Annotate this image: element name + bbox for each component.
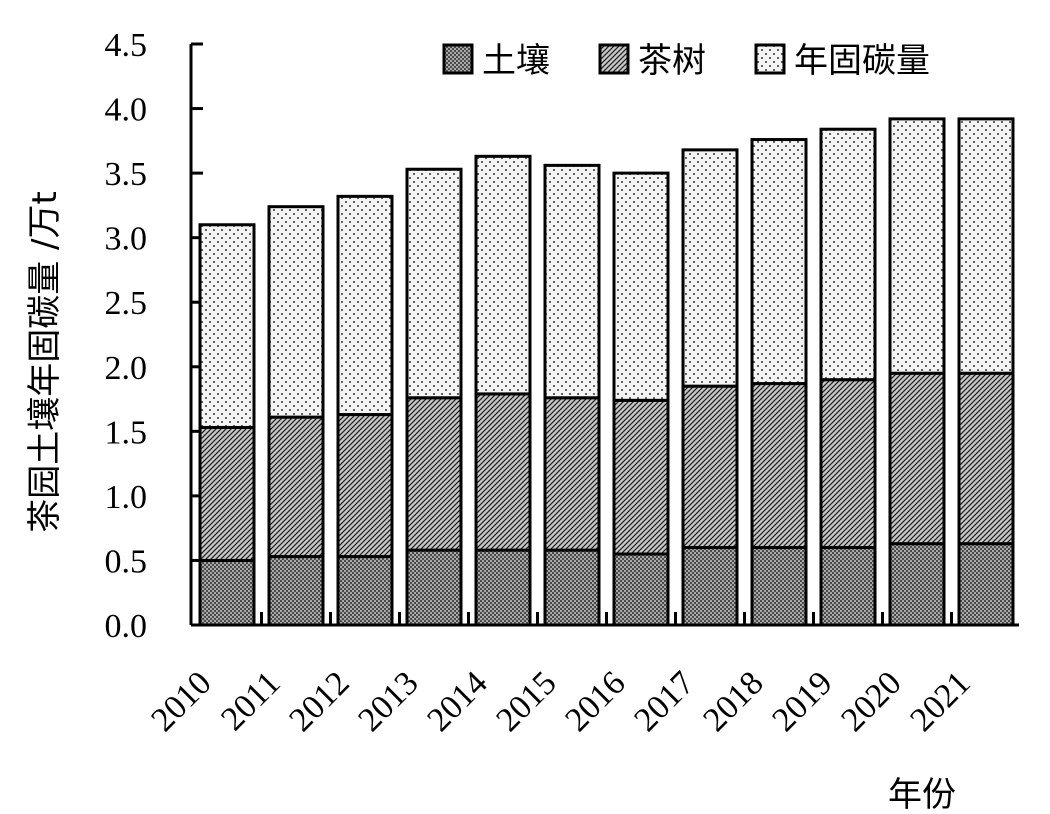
y-tick-label: 4.5: [105, 27, 148, 64]
bar-segment: [405, 548, 463, 627]
bar-segment: [405, 167, 463, 400]
bar-segment: [888, 542, 946, 627]
x-tick-label: 2021: [903, 664, 977, 738]
bar-segment: [336, 413, 394, 559]
y-tick-label: 1.5: [105, 414, 148, 451]
bar-segment: [681, 546, 739, 627]
y-tick-label: 0.0: [105, 608, 148, 645]
bar-segment: [336, 194, 394, 417]
bar-segment: [957, 371, 1015, 546]
bar-segment: [474, 154, 532, 396]
x-tick-label: 2019: [765, 664, 839, 738]
x-axis-ticks: 2010201120122013201420152016201720182019…: [144, 612, 978, 739]
legend-label: 茶树: [638, 41, 706, 81]
x-tick-label: 2011: [214, 664, 287, 737]
bar-segment: [198, 425, 256, 562]
y-axis-ticks: 0.0 0.5 1.0 1.5 2.0 2.5 3.0 3.5 4.0 4.5: [105, 27, 203, 645]
y-tick-label: 3.5: [105, 156, 148, 193]
bar-segment: [750, 546, 808, 627]
bar-segment: [474, 548, 532, 627]
bar-segment: [198, 558, 256, 627]
bar-segment: [405, 396, 463, 552]
bar-segment: [543, 163, 601, 400]
bar-segment: [681, 384, 739, 550]
y-tick-label: 2.5: [105, 285, 148, 322]
x-tick-label: 2020: [834, 664, 908, 738]
x-tick-label: 2014: [420, 664, 494, 738]
x-tick-label: 2016: [558, 664, 632, 738]
y-tick-label: 3.0: [105, 221, 148, 258]
legend-swatch: [442, 43, 474, 75]
bar-segment: [267, 415, 325, 559]
x-tick-label: 2017: [627, 664, 701, 738]
bar-segment: [750, 382, 808, 550]
bar-segment: [336, 555, 394, 627]
bar-segment: [543, 548, 601, 627]
legend: 土壤 茶树 年固碳量: [442, 41, 930, 81]
x-tick-label: 2013: [351, 664, 425, 738]
bar-segment: [612, 398, 670, 556]
y-tick-label: 1.0: [105, 479, 148, 516]
bar-segment: [612, 552, 670, 627]
bar-segment: [267, 205, 325, 419]
bar-segment: [888, 117, 946, 375]
y-tick-label: 0.5: [105, 543, 148, 580]
x-tick-label: 2010: [144, 664, 218, 738]
bar-segment: [750, 138, 808, 386]
legend-label: 年固碳量: [794, 41, 930, 81]
bar-segment: [198, 223, 256, 429]
bar-segment: [612, 171, 670, 402]
bar-segment: [819, 127, 877, 382]
bar-segment: [888, 371, 946, 546]
x-tick-label: 2012: [282, 664, 356, 738]
x-axis-title: 年份: [888, 775, 956, 814]
bars: [198, 117, 1015, 627]
legend-swatch: [598, 43, 630, 75]
bar-segment: [681, 148, 739, 388]
legend-label: 土壤: [482, 41, 550, 81]
bar-segment: [957, 117, 1015, 375]
bar-segment: [819, 546, 877, 627]
bar-segment: [957, 542, 1015, 627]
x-tick-label: 2015: [489, 664, 563, 738]
y-tick-label: 4.0: [105, 92, 148, 129]
bar-segment: [819, 378, 877, 550]
y-tick-label: 2.0: [105, 350, 148, 387]
bar-segment: [474, 392, 532, 552]
y-axis-title: 茶园土壤年固碳量 /万t: [25, 191, 65, 533]
bar-segment: [267, 555, 325, 627]
bar-segment: [543, 396, 601, 552]
legend-swatch: [754, 43, 786, 75]
x-tick-label: 2018: [696, 664, 770, 738]
